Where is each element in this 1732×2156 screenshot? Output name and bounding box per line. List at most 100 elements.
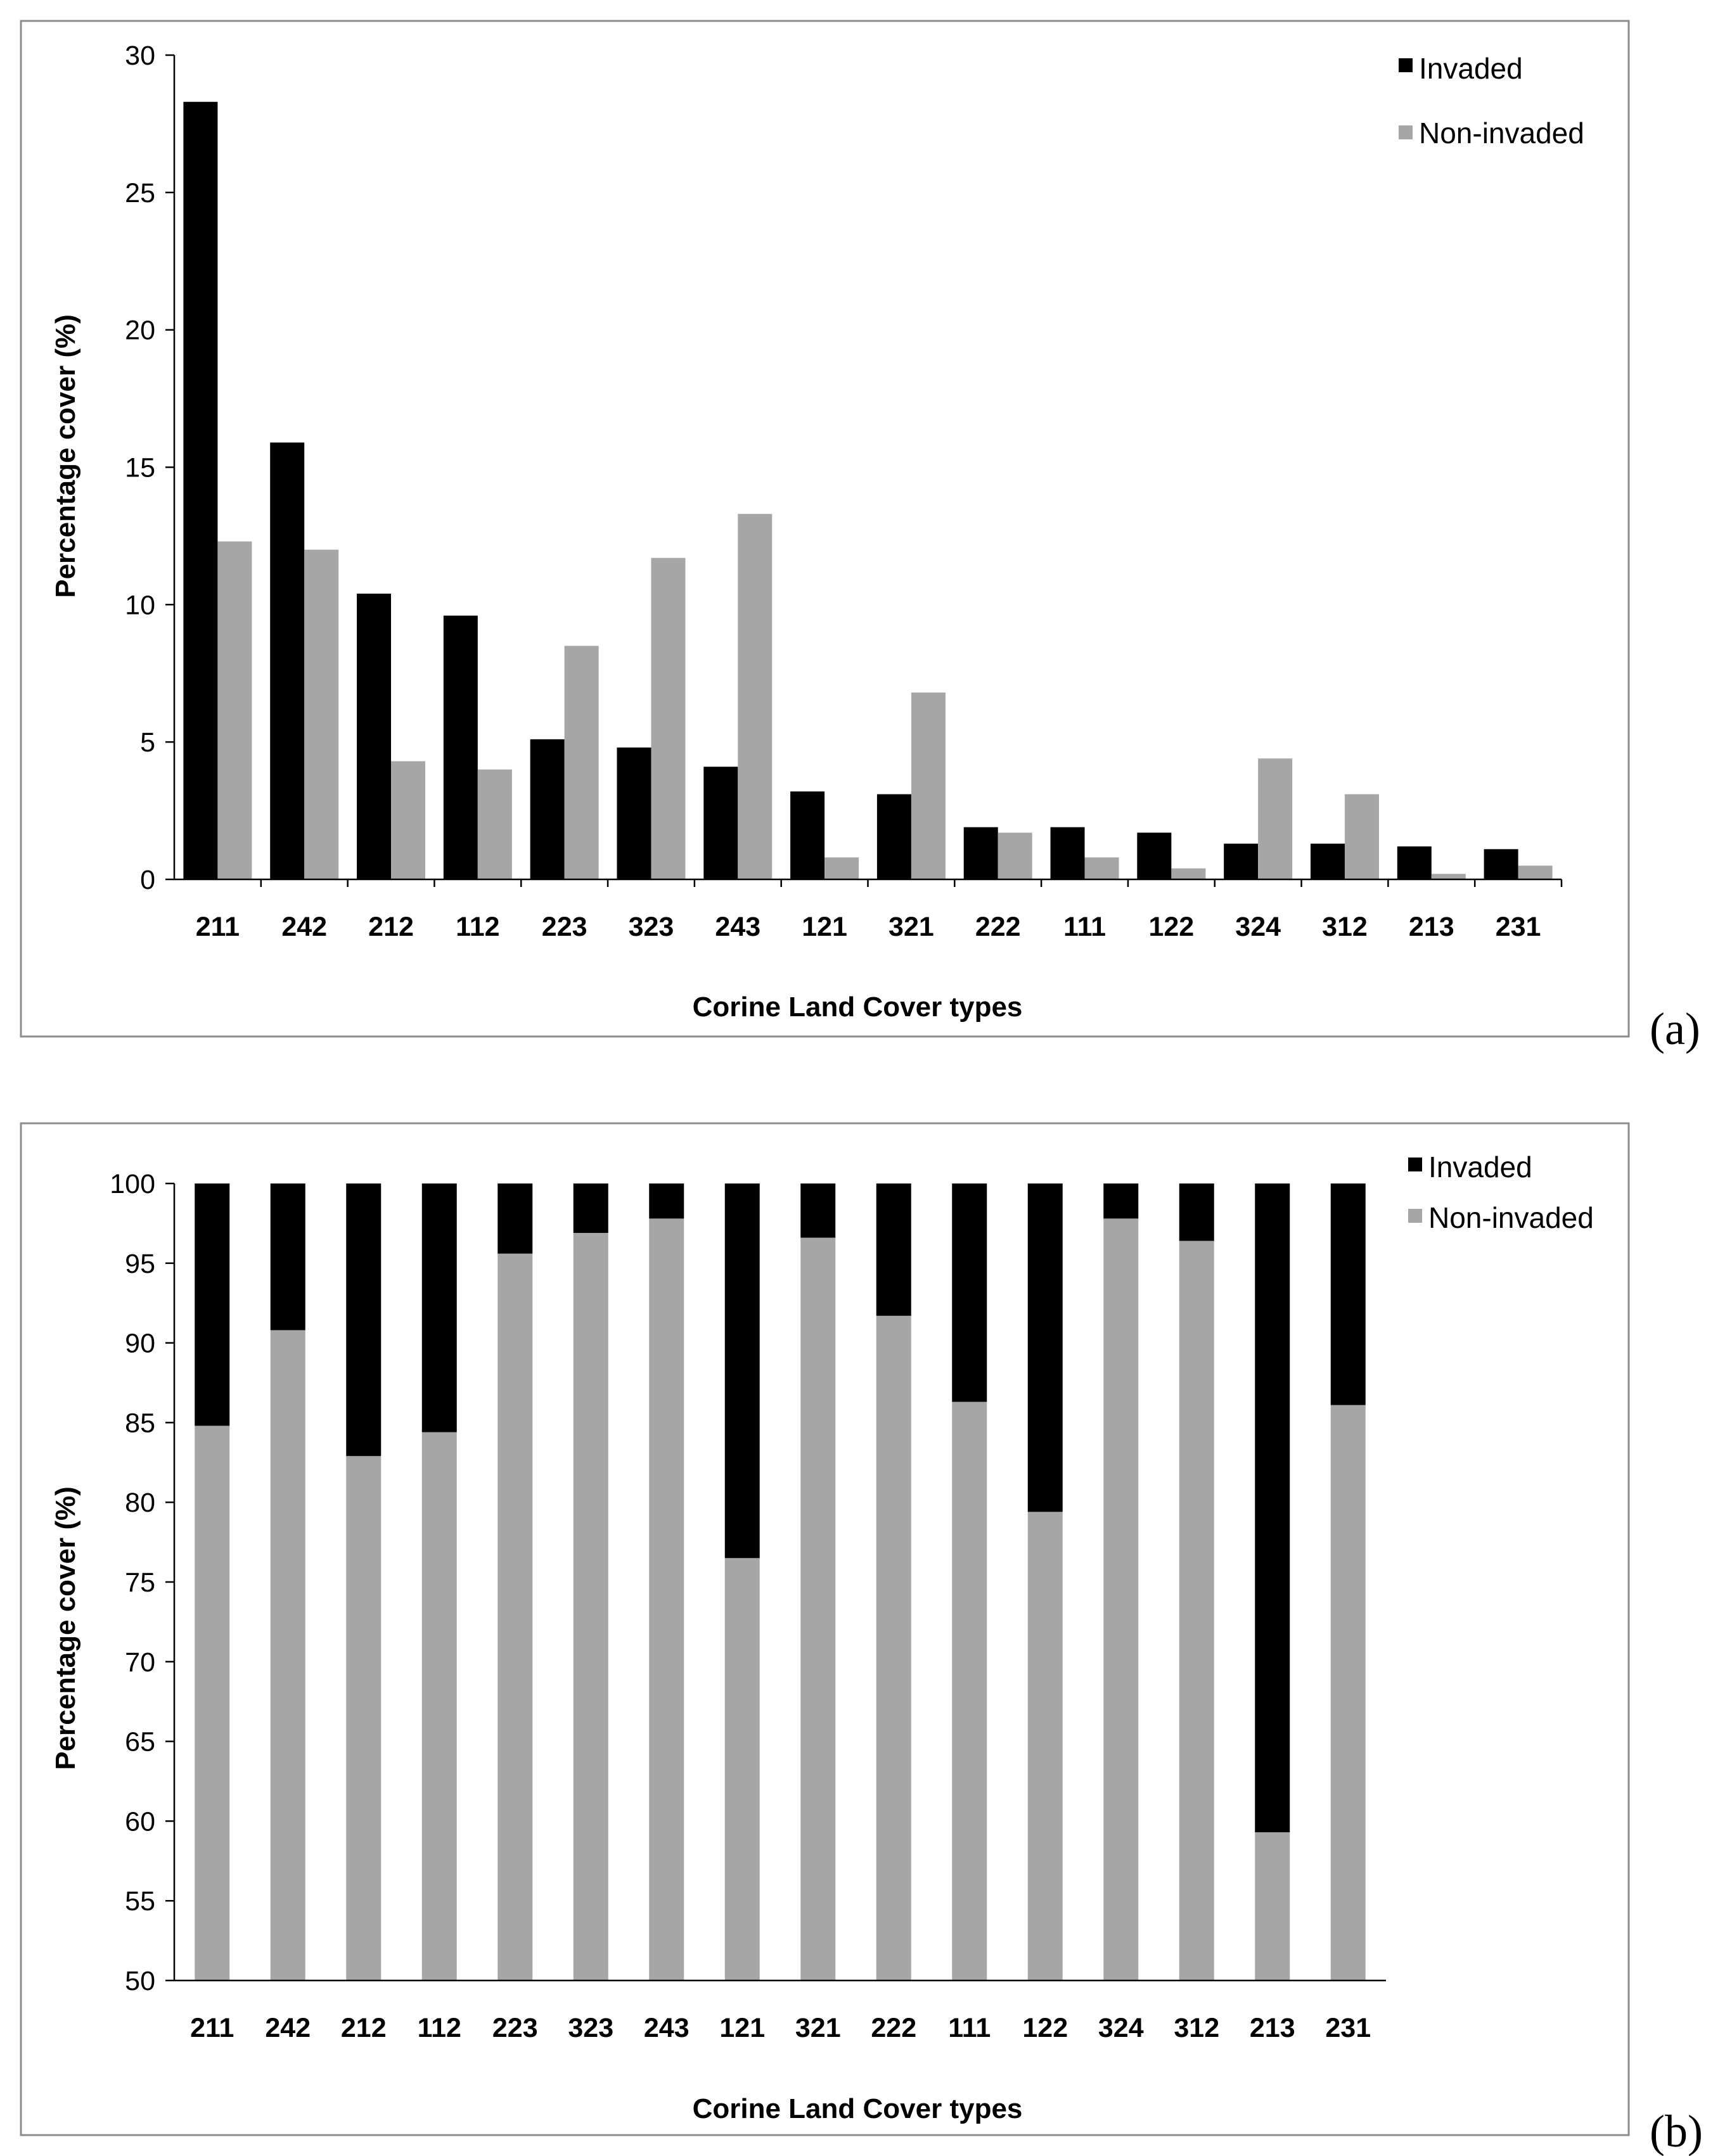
bar-non-invaded-321: [800, 1237, 836, 1981]
bar-non-invaded-242: [304, 549, 339, 879]
x-tick-label: 323: [568, 2013, 613, 2043]
legend-b-swatch-invaded: [1408, 1158, 1422, 1171]
bar-non-invaded-324: [1103, 1218, 1139, 1981]
x-tick-label: 212: [368, 912, 414, 942]
chart-a-y-axis: 0 5 10 15 20 25 30: [125, 41, 176, 895]
y-tick-label: 0: [140, 865, 155, 895]
x-tick-label: 121: [802, 912, 847, 942]
bar-invaded-121: [790, 791, 825, 879]
bar-invaded-243: [703, 767, 738, 879]
bar-non-invaded-324: [1258, 758, 1293, 879]
x-tick-label: 312: [1322, 912, 1368, 942]
bar-non-invaded-231: [1330, 1405, 1366, 1981]
chart-a-legend: Invaded Non-invaded: [1399, 52, 1584, 150]
x-tick-label: 122: [1148, 912, 1194, 942]
x-tick-label: 223: [542, 912, 587, 942]
y-tick-label: 25: [125, 178, 155, 208]
bar-invaded-211: [195, 1183, 230, 1426]
bar-non-invaded-213: [1255, 1832, 1290, 1981]
x-tick-label: 312: [1174, 2013, 1219, 2043]
bar-invaded-324: [1224, 843, 1259, 879]
bar-invaded-321: [876, 794, 911, 879]
legend-a-swatch-non-invaded: [1399, 125, 1413, 139]
chart-b-x-label: Corine Land Cover types: [693, 2093, 1023, 2124]
x-tick-label: 242: [265, 2013, 311, 2043]
bar-invaded-112: [443, 615, 478, 879]
bar-non-invaded-111: [1084, 857, 1119, 879]
y-tick-label: 95: [125, 1249, 155, 1279]
chart-b-y-axis: 50 55 60 65 70 75 80 85 90 95 100: [110, 1169, 176, 1996]
bar-invaded-242: [270, 1183, 305, 1330]
bar-invaded-213: [1255, 1183, 1290, 1833]
bar-invaded-111: [952, 1183, 987, 1402]
bar-non-invaded-111: [952, 1401, 987, 1981]
x-tick-label: 222: [871, 2013, 916, 2043]
bar-non-invaded-213: [1431, 874, 1466, 879]
bar-non-invaded-223: [497, 1253, 533, 1981]
bar-non-invaded-211: [195, 1426, 230, 1981]
bar-non-invaded-122: [1171, 868, 1206, 879]
chart-a-x-label: Corine Land Cover types: [693, 992, 1023, 1023]
y-tick-label: 85: [125, 1408, 155, 1438]
x-tick-label: 112: [456, 912, 499, 942]
legend-a-label-invaded: Invaded: [1419, 52, 1523, 85]
x-tick-label: 212: [341, 2013, 387, 2043]
y-tick-label: 20: [125, 316, 155, 346]
y-tick-label: 5: [140, 727, 155, 758]
bar-invaded-121: [724, 1183, 760, 1559]
bar-non-invaded-312: [1179, 1241, 1214, 1981]
bar-invaded-223: [530, 739, 565, 879]
y-tick-label: 65: [125, 1727, 155, 1757]
chart-b-bars: [195, 1183, 1366, 1981]
chart-a: 0 5 10 15 20 25 30 211 242 212 112 223 323 243 121 321…: [20, 20, 1700, 1054]
bar-invaded-122: [1027, 1183, 1063, 1512]
chart-a-x-axis: 211 242 212 112 223 323 243 121 321 222 111 122 324 3…: [174, 878, 1563, 942]
bar-invaded-112: [421, 1183, 457, 1432]
x-tick-label: 112: [418, 2013, 461, 2043]
y-tick-label: 15: [125, 453, 155, 483]
x-tick-label: 121: [719, 2013, 765, 2043]
x-tick-label: 321: [888, 912, 934, 942]
bar-non-invaded-112: [477, 769, 512, 879]
bar-invaded-222: [963, 827, 998, 879]
chart-a-bars: [183, 101, 1553, 879]
x-tick-label: 321: [795, 2013, 841, 2043]
x-tick-label: 231: [1496, 912, 1541, 942]
x-tick-label: 111: [948, 2013, 991, 2043]
bar-non-invaded-121: [824, 857, 859, 879]
bar-non-invaded-112: [421, 1432, 457, 1981]
bar-non-invaded-211: [217, 541, 252, 879]
bar-non-invaded-323: [651, 558, 686, 879]
y-tick-label: 55: [125, 1886, 155, 1917]
x-tick-label: 324: [1098, 2013, 1144, 2043]
legend-a-swatch-invaded: [1399, 58, 1413, 72]
x-tick-label: 122: [1022, 2013, 1068, 2043]
bar-non-invaded-243: [649, 1218, 684, 1981]
y-tick-label: 100: [110, 1169, 155, 1199]
x-tick-label: 243: [715, 912, 760, 942]
x-tick-label: 231: [1325, 2013, 1371, 2043]
y-tick-label: 75: [125, 1567, 155, 1598]
x-tick-label: 211: [190, 2013, 234, 2043]
x-tick-label: 211: [196, 912, 240, 942]
bar-invaded-312: [1179, 1183, 1214, 1241]
bar-non-invaded-212: [391, 761, 426, 879]
legend-b-label-non-invaded: Non-invaded: [1428, 1201, 1594, 1234]
bar-non-invaded-231: [1518, 865, 1553, 879]
x-tick-label: 223: [492, 2013, 538, 2043]
bar-non-invaded-212: [346, 1456, 382, 1981]
x-tick-label: 243: [644, 2013, 690, 2043]
y-tick-label: 10: [125, 590, 155, 620]
x-tick-label: 213: [1409, 912, 1454, 942]
chart-b-x-axis: 211 242 212 112 223 323 243 121 321 222 111 122 324 3…: [174, 1979, 1386, 2043]
chart-b-y-label: Percentage cover (%): [50, 1486, 81, 1770]
bar-invaded-223: [497, 1183, 533, 1254]
chart-a-y-label: Percentage cover (%): [50, 314, 81, 598]
bar-invaded-323: [573, 1183, 608, 1233]
panel-b-label: (b): [1650, 2106, 1703, 2156]
bar-non-invaded-321: [911, 692, 946, 879]
legend-a-label-non-invaded: Non-invaded: [1419, 117, 1584, 150]
bar-invaded-211: [183, 101, 218, 879]
bar-invaded-231: [1330, 1183, 1366, 1405]
